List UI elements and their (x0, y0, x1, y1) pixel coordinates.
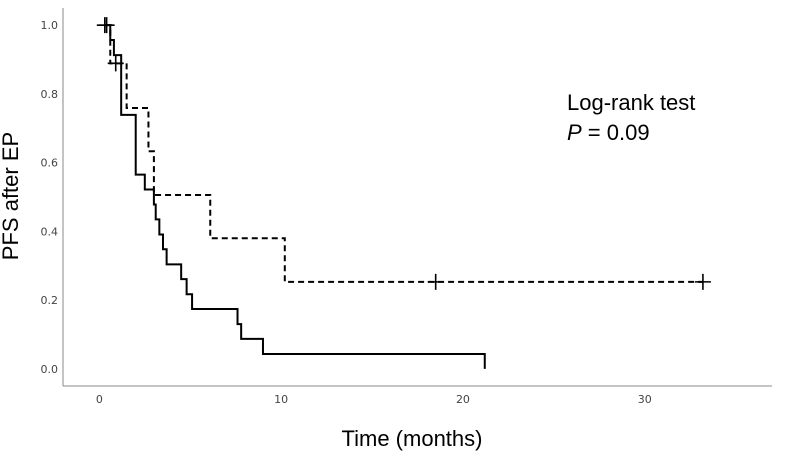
x-ticks: 0 10 20 30 (96, 393, 652, 406)
censor-mark (427, 273, 444, 290)
annotation-line1: Log-rank test (567, 90, 695, 115)
survival-curve-solid (104, 24, 486, 369)
series-solid (98, 17, 486, 369)
y-tick-label: 0.8 (41, 88, 59, 101)
p-symbol: P (567, 120, 582, 145)
x-tick-label: 0 (96, 393, 103, 406)
y-axis-title: PFS after EP (0, 132, 23, 260)
y-tick-label: 0.2 (41, 294, 59, 307)
x-tick-label: 10 (274, 393, 288, 406)
x-tick-label: 30 (638, 393, 652, 406)
censor-mark (694, 273, 711, 290)
annotation-p-value: P = 0.09 (567, 120, 650, 145)
x-axis-title: Time (months) (342, 426, 483, 451)
y-tick-label: 0.0 (41, 363, 59, 376)
survival-curve-dashed (104, 24, 703, 283)
y-tick-label: 1.0 (41, 19, 59, 32)
p-value-text: = 0.09 (582, 120, 650, 145)
series-layer (96, 17, 711, 369)
axes (62, 8, 772, 387)
censor-mark (96, 17, 113, 34)
censor-mark (107, 55, 124, 72)
y-tick-label: 0.4 (41, 225, 59, 238)
y-ticks: 0.0 0.2 0.4 0.6 0.8 1.0 (41, 19, 59, 376)
y-tick-label: 0.6 (41, 157, 59, 170)
x-tick-label: 20 (456, 393, 470, 406)
series-dashed (96, 17, 711, 290)
